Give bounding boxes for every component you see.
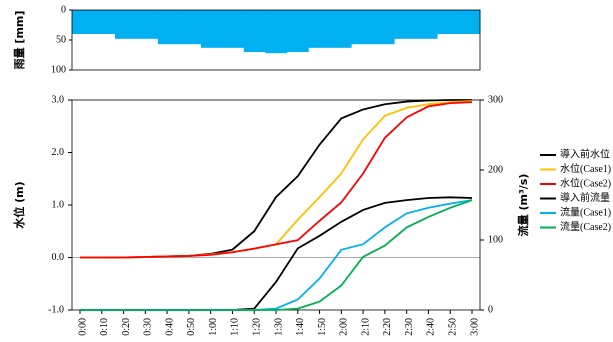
rain-bar bbox=[222, 10, 245, 48]
plot-frame bbox=[71, 99, 481, 311]
rain-bar bbox=[243, 10, 266, 52]
legend-label: 導入前水位 bbox=[560, 147, 610, 160]
y-tick-label: 1.0 bbox=[52, 199, 65, 210]
x-tick-label: 1:20 bbox=[252, 318, 263, 336]
legend-label: 水位(Case1) bbox=[560, 162, 611, 175]
x-tick-label: 0:20 bbox=[121, 318, 132, 336]
y-tick-label: 2.0 bbox=[52, 147, 65, 158]
y-tick-label: 0.0 bbox=[52, 252, 65, 263]
legend-label: 導入前流量 bbox=[560, 191, 610, 204]
series-line bbox=[80, 199, 473, 311]
rain-bar bbox=[415, 10, 438, 39]
x-tick-label: 1:30 bbox=[273, 318, 284, 336]
rain-tick-label: 0 bbox=[61, 4, 66, 15]
rain-bar bbox=[157, 10, 180, 45]
x-tick-label: 0:00 bbox=[77, 318, 88, 336]
rain-bar bbox=[308, 10, 331, 48]
legend-label: 流量(Case1) bbox=[560, 205, 611, 218]
rain-bar bbox=[458, 10, 481, 34]
y-tick-label: -1.0 bbox=[48, 304, 64, 315]
x-tick-label: 1:00 bbox=[208, 318, 219, 336]
flow-axis-label: 流量 (m³/s) bbox=[516, 174, 530, 237]
rain-tick-label: 100 bbox=[51, 64, 66, 75]
rain-bar bbox=[351, 10, 374, 45]
x-tick-label: 1:50 bbox=[317, 318, 328, 336]
y2-tick-label: 100 bbox=[488, 234, 503, 245]
y2-tick-label: 300 bbox=[488, 94, 503, 105]
x-tick-label: 2:00 bbox=[339, 318, 350, 336]
rain-bar bbox=[114, 10, 137, 39]
rain-frame bbox=[71, 9, 481, 71]
rain-bar bbox=[179, 10, 202, 45]
rain-tick-label: 50 bbox=[56, 34, 66, 45]
legend-label: 流量(Case2) bbox=[560, 220, 611, 233]
rain-bar bbox=[200, 10, 223, 48]
level-axis-label: 水位 (m) bbox=[12, 181, 26, 228]
rain-bar bbox=[93, 10, 116, 34]
rain-bar bbox=[286, 10, 309, 52]
rain-bar bbox=[437, 10, 460, 34]
series-line bbox=[80, 100, 473, 259]
x-tick-label: 2:50 bbox=[448, 318, 459, 336]
y-tick-label: 3.0 bbox=[52, 94, 65, 105]
series-line bbox=[80, 196, 473, 311]
x-tick-label: 1:10 bbox=[230, 318, 241, 336]
rain-axis-label: 雨量 [mm] bbox=[13, 11, 26, 70]
x-tick-label: 0:30 bbox=[143, 318, 154, 336]
y2-tick-label: 0 bbox=[488, 304, 493, 315]
rain-bar bbox=[329, 10, 352, 48]
x-tick-label: 0:50 bbox=[186, 318, 197, 336]
rain-bar bbox=[265, 10, 288, 54]
rain-bar bbox=[372, 10, 395, 45]
rain-bar bbox=[72, 10, 94, 34]
x-tick-label: 2:40 bbox=[426, 318, 437, 336]
x-tick-label: 0:40 bbox=[164, 318, 175, 336]
x-tick-label: 1:40 bbox=[295, 318, 306, 336]
legend-label: 水位(Case2) bbox=[560, 176, 611, 189]
x-tick-label: 2:10 bbox=[360, 318, 371, 336]
series-line bbox=[80, 99, 472, 259]
x-tick-label: 2:20 bbox=[382, 318, 393, 336]
y2-tick-label: 200 bbox=[488, 164, 503, 175]
rain-bar bbox=[136, 10, 159, 39]
x-tick-label: 2:30 bbox=[404, 318, 415, 336]
rain-bar bbox=[394, 10, 417, 39]
x-tick-label: 3:00 bbox=[469, 318, 480, 336]
series-line bbox=[80, 199, 473, 311]
series-line bbox=[80, 101, 473, 259]
x-tick-label: 0:10 bbox=[99, 318, 110, 336]
